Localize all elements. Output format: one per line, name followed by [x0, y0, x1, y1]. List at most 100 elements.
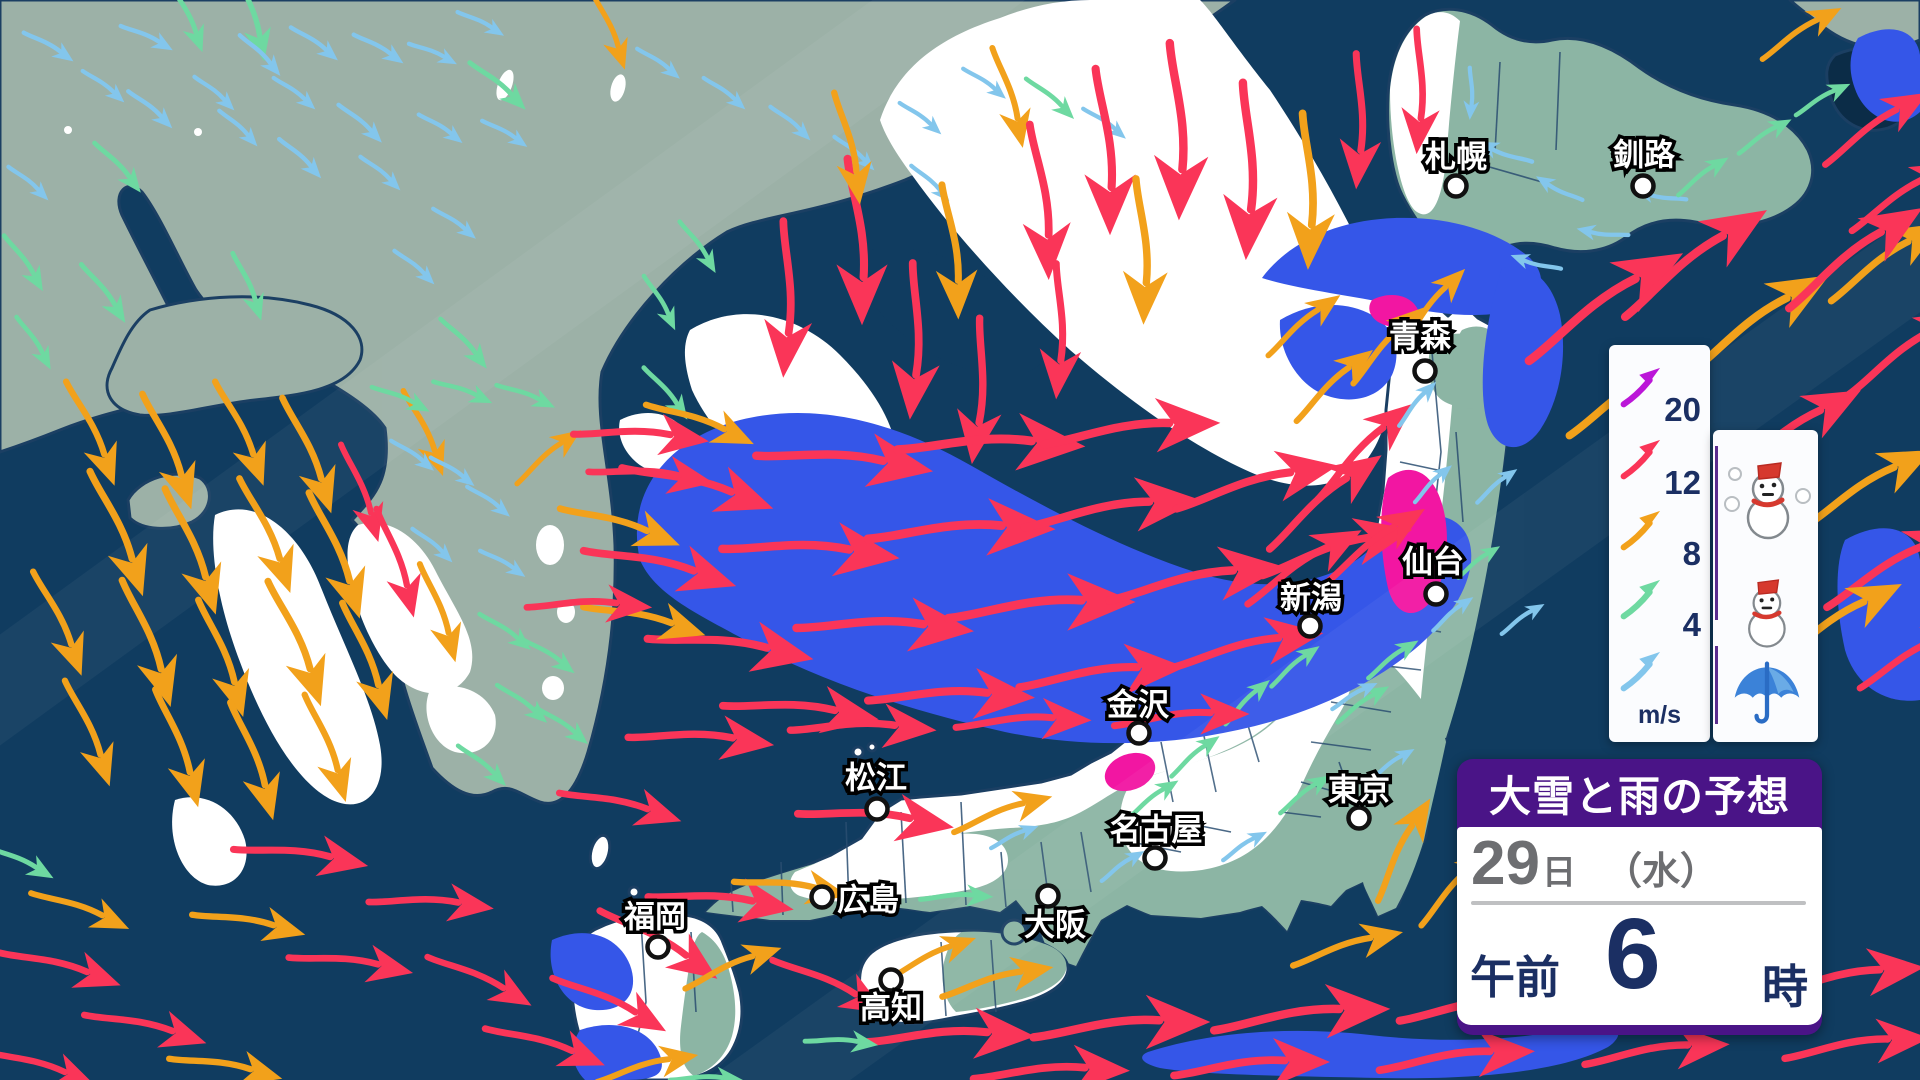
wind-arrow	[1023, 76, 1075, 120]
wind-arrow	[1848, 162, 1920, 235]
wind-arrow	[62, 378, 117, 486]
wind-arrow	[642, 401, 754, 445]
wind-arrow	[1286, 109, 1335, 270]
city-dot	[809, 884, 835, 910]
wind-arrow	[701, 75, 746, 110]
snow-snowman-icon	[1748, 579, 1786, 648]
wind-arrow	[863, 668, 1035, 720]
legend-divider-line	[1715, 446, 1718, 620]
city-福岡: 福岡	[620, 896, 690, 960]
wind-arrow	[189, 906, 306, 941]
wind-arrow	[118, 576, 178, 707]
wind-arrow	[1676, 157, 1729, 198]
city-広島: 広島	[809, 879, 903, 921]
wind-arrow	[596, 907, 718, 979]
city-label: 札幌	[1425, 140, 1487, 175]
wind-arrow	[139, 390, 196, 510]
wind-arrow	[279, 394, 336, 514]
wind-arrow	[1330, 683, 1378, 712]
wind-arrow	[438, 316, 487, 369]
wind-arrow	[1269, 646, 1320, 689]
wind-arrow	[1265, 295, 1341, 359]
forecast-info-card: 大雪と雨の予想 29 日 （水） 午前 6 時	[1457, 759, 1822, 1035]
wind-arrow	[78, 261, 126, 323]
city-東京: 東京	[1325, 769, 1394, 831]
wind-arrow	[276, 136, 322, 179]
wind-arrow	[1431, 597, 1474, 633]
wind-arrow	[1478, 141, 1535, 164]
wind-arrow	[1122, 175, 1168, 325]
city-新潟: 新潟	[1277, 577, 1346, 639]
date-weekday: （水）	[1603, 851, 1718, 893]
wind-arrow	[585, 456, 714, 494]
wind-arrow	[594, 1045, 699, 1080]
wind-arrow	[1412, 465, 1452, 505]
legend-divider-line	[1715, 646, 1718, 724]
city-label: 福岡	[623, 900, 686, 935]
wind-arrow	[1374, 798, 1431, 904]
wind-arrow	[406, 41, 457, 65]
wind-arrow	[1293, 349, 1373, 425]
wind-arrow	[494, 682, 548, 723]
wind-arrow	[431, 206, 476, 239]
wind-arrow	[358, 154, 401, 191]
wind-arrow	[336, 102, 382, 143]
wind-arrow	[1, 233, 43, 292]
wind-arrow	[802, 1030, 879, 1053]
forecast-date: 29 日 （水）	[1471, 833, 1718, 895]
wind-arrow	[235, 0, 271, 62]
wind-arrow	[549, 974, 667, 1032]
time-hour: 6	[1605, 898, 1661, 1010]
wind-arrow	[0, 949, 121, 988]
wind-arrow	[80, 1010, 207, 1048]
wind-arrow	[1499, 604, 1545, 637]
wind-arrow	[569, 413, 709, 456]
city-dot	[1297, 613, 1323, 639]
city-松江: 松江	[842, 757, 911, 822]
wind-arrow	[1620, 210, 1767, 322]
wind-arrow	[373, 505, 421, 618]
wind-arrow	[428, 455, 475, 487]
wind-arrow	[285, 944, 414, 983]
wind-arrow	[1321, 508, 1425, 588]
wind-arrow	[1456, 546, 1501, 580]
city-dot	[1346, 805, 1372, 831]
forecast-time: 午前 6 時	[1457, 898, 1822, 1023]
wind-arrow	[301, 691, 352, 802]
wind-arrow	[1314, 403, 1414, 503]
city-青森: 青森	[1386, 316, 1455, 384]
wind-arrow	[1029, 994, 1211, 1050]
city-大阪: 大阪	[1021, 883, 1090, 946]
city-札幌: 札幌	[1422, 136, 1491, 199]
city-仙台: 仙台	[1399, 541, 1468, 607]
city-dot	[878, 967, 904, 993]
wind-arrow	[467, 60, 526, 110]
wind-arrow	[1039, 260, 1082, 400]
wind-arrow	[643, 621, 814, 672]
wind-arrow	[392, 248, 435, 285]
wind-arrow	[29, 568, 84, 676]
city-label: 青森	[1389, 320, 1452, 355]
city-label: 名古屋	[1110, 813, 1203, 848]
city-dot	[1630, 173, 1656, 199]
wind-arrow	[961, 66, 1006, 99]
wind-arrow	[369, 384, 430, 412]
wind-arrow	[1397, 381, 1437, 428]
wind-arrow	[677, 219, 716, 274]
wind-arrow	[939, 956, 1054, 1000]
wind-speed-20: 20	[1664, 391, 1701, 428]
wind-arrow	[523, 584, 653, 623]
date-day: 29	[1471, 829, 1540, 898]
wind-arrow	[339, 599, 394, 720]
wind-arrow	[1244, 530, 1362, 608]
wind-arrow	[556, 505, 680, 547]
wind-arrow	[1510, 254, 1564, 271]
wind-arrow	[1366, 640, 1419, 681]
wind-arrow	[229, 835, 369, 877]
wind-arrow	[1099, 851, 1145, 884]
wind-arrow	[589, 0, 628, 70]
city-高知: 高知	[857, 967, 926, 1029]
wind-arrow	[1339, 50, 1382, 190]
